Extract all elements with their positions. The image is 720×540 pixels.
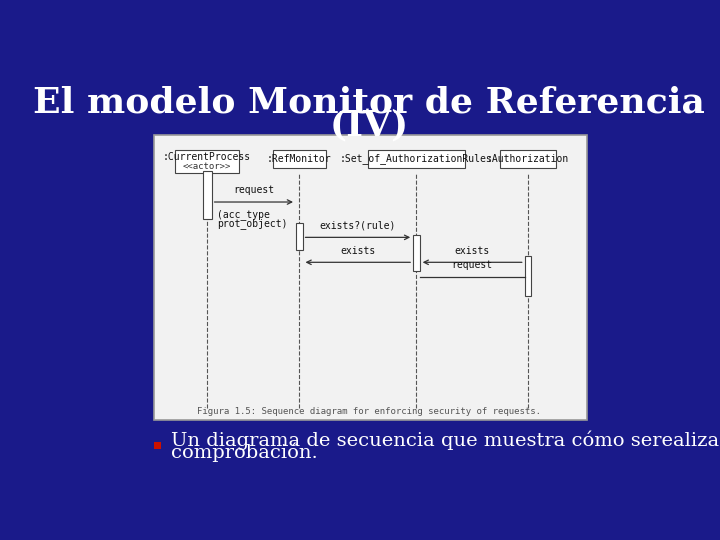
- Text: Figura 1.5: Sequence diagram for enforcing security of requests.: Figura 1.5: Sequence diagram for enforci…: [197, 408, 541, 416]
- Text: :CurrentProcess: :CurrentProcess: [163, 152, 251, 162]
- Text: comprobación.: comprobación.: [171, 443, 318, 462]
- Bar: [500, 150, 556, 168]
- Text: exists: exists: [454, 246, 490, 255]
- Bar: [296, 223, 302, 250]
- Bar: [413, 235, 420, 271]
- Text: :RefMonitor: :RefMonitor: [267, 154, 332, 164]
- Text: :Set_of_AuthorizationRules: :Set_of_AuthorizationRules: [340, 153, 492, 165]
- Bar: [154, 136, 587, 420]
- Bar: [525, 256, 531, 295]
- Bar: [368, 150, 465, 168]
- Text: (acc_type: (acc_type: [217, 210, 270, 220]
- Text: (IV): (IV): [329, 108, 409, 142]
- Text: exists?(rule): exists?(rule): [320, 221, 396, 231]
- Text: <<actor>>: <<actor>>: [183, 162, 231, 171]
- Text: request: request: [233, 185, 274, 195]
- Bar: [203, 171, 212, 219]
- Bar: [175, 150, 239, 173]
- Text: El modelo Monitor de Referencia: El modelo Monitor de Referencia: [33, 85, 705, 119]
- Bar: [154, 442, 161, 449]
- Text: prot_object): prot_object): [217, 218, 288, 229]
- Text: Un diagrama de secuencia que muestra cómo serealiza la: Un diagrama de secuencia que muestra cóm…: [171, 430, 720, 450]
- Text: :Authorization: :Authorization: [487, 154, 569, 164]
- Bar: [273, 150, 325, 168]
- Text: request: request: [451, 260, 492, 270]
- Text: exists: exists: [341, 246, 375, 255]
